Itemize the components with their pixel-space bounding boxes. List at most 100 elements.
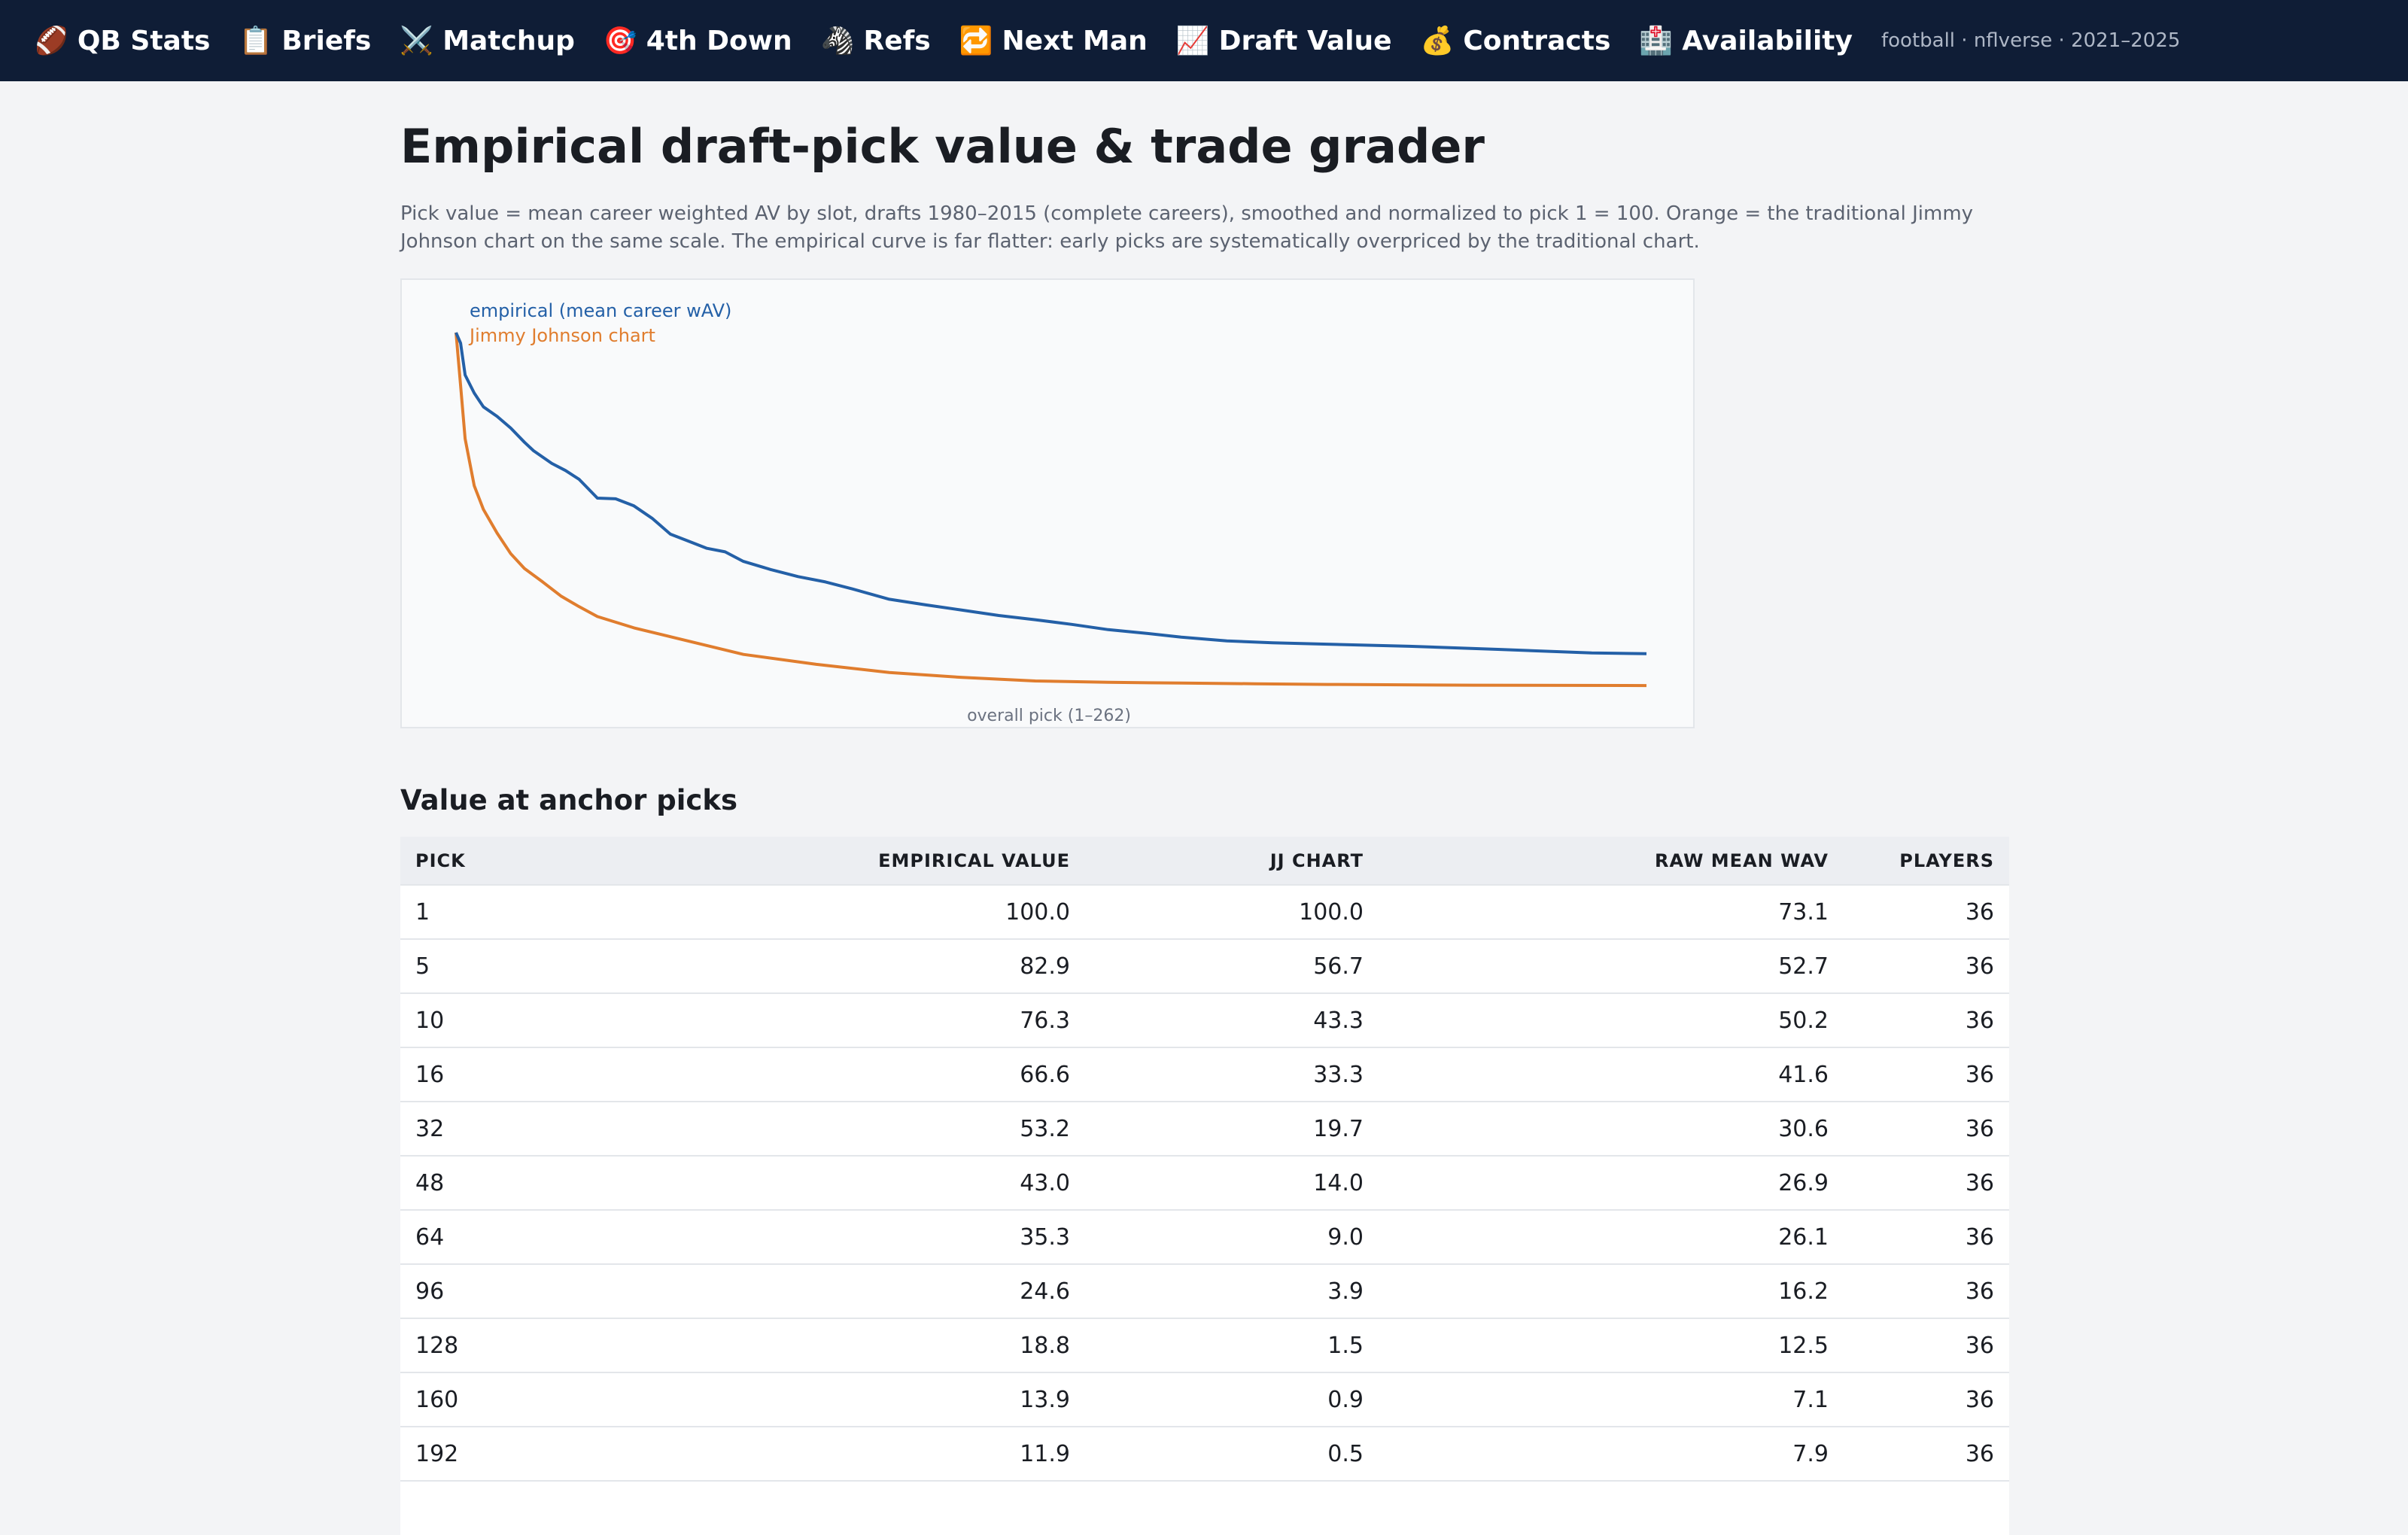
- nav-contracts[interactable]: 💰 Contracts: [1421, 25, 1611, 57]
- cell-jj-chart: 1.5: [1327, 1332, 1364, 1359]
- nav-4th-down[interactable]: 🎯 4th Down: [603, 25, 792, 57]
- nav-label: Briefs: [281, 25, 372, 56]
- cell-jj-chart: 19.7: [1313, 1115, 1364, 1142]
- col-empirical-value[interactable]: EMPIRICAL VALUE: [878, 850, 1070, 871]
- cell-jj-chart: [1085, 1481, 1379, 1535]
- cell-jj-chart: 56.7: [1313, 953, 1364, 980]
- page-description: Pick value = mean career weighted AV by …: [400, 202, 1974, 253]
- col-jj-chart[interactable]: JJ CHART: [1269, 850, 1364, 871]
- cell-players: 36: [1965, 1061, 1994, 1088]
- cell-raw-mean-wav: 26.1: [1778, 1223, 1829, 1251]
- anchor-heading: Value at anchor picks: [400, 784, 737, 816]
- nav-availability[interactable]: 🏥 Availability: [1639, 25, 1853, 57]
- cell-pick: 48: [415, 1169, 445, 1196]
- repeat-icon: 🔁: [959, 26, 993, 56]
- hospital-icon: 🏥: [1639, 26, 1674, 56]
- cell-raw-mean-wav: 50.2: [1778, 1007, 1829, 1034]
- table-row: 5 82.9 56.7 52.7 36: [400, 939, 2009, 993]
- anchor-table: PICK EMPIRICAL VALUE JJ CHART RAW MEAN W…: [400, 837, 2009, 1535]
- nav-next-man[interactable]: 🔁 Next Man: [959, 25, 1148, 57]
- cell-raw-mean-wav: 73.1: [1778, 898, 1829, 926]
- nav-label: 4th Down: [646, 25, 792, 56]
- cell-players: 36: [1965, 1007, 1994, 1034]
- cell-jj-chart: 100.0: [1299, 898, 1364, 926]
- cell-empirical-value: 11.9: [1020, 1440, 1070, 1467]
- table-row: 32 53.2 19.7 30.6 36: [400, 1102, 2009, 1156]
- cell-players: [1844, 1481, 2009, 1535]
- nav-briefs[interactable]: 📋 Briefs: [239, 25, 372, 57]
- cell-raw-mean-wav: 12.5: [1778, 1332, 1829, 1359]
- cell-empirical-value: 24.6: [1020, 1278, 1070, 1305]
- cell-raw-mean-wav: 7.1: [1792, 1386, 1829, 1413]
- legend-empirical: empirical (mean career wAV): [470, 300, 731, 321]
- cell-pick: 160: [415, 1386, 459, 1413]
- cell-players: 36: [1965, 1278, 1994, 1305]
- cell-pick: 192: [415, 1440, 459, 1467]
- cell-empirical-value: 76.3: [1020, 1007, 1070, 1034]
- table-row: 192 11.9 0.5 7.9 36: [400, 1427, 2009, 1481]
- table-row: 10 76.3 43.3 50.2 36: [400, 993, 2009, 1047]
- series-line-jimmy-johnson: [455, 332, 1647, 688]
- nav-label: Availability: [1682, 25, 1853, 56]
- cell-jj-chart: 14.0: [1313, 1169, 1364, 1196]
- table-row: 48 43.0 14.0 26.9 36: [400, 1156, 2009, 1210]
- cell-players: 36: [1965, 898, 1994, 926]
- table-header-row: PICK EMPIRICAL VALUE JJ CHART RAW MEAN W…: [400, 837, 2009, 885]
- table-row: 128 18.8 1.5 12.5 36: [400, 1318, 2009, 1372]
- cell-players: 36: [1965, 953, 1994, 980]
- top-nav: 🏈 QB Stats 📋 Briefs ⚔️ Matchup 🎯 4th Down 🦓 R…: [0, 0, 2408, 81]
- cell-empirical-value: 82.9: [1020, 953, 1070, 980]
- table-row: 96 24.6 3.9 16.2 36: [400, 1264, 2009, 1318]
- cell-jj-chart: 9.0: [1327, 1223, 1364, 1251]
- zebra-icon: 🦓: [820, 26, 855, 56]
- nav-refs[interactable]: 🦓 Refs: [820, 25, 931, 57]
- nav-subtitle: football · nflverse · 2021–2025: [1880, 29, 2181, 52]
- cell-pick: 10: [415, 1007, 445, 1034]
- table-row: 1 100.0 100.0 73.1 36: [400, 885, 2009, 939]
- target-icon: 🎯: [603, 26, 637, 56]
- cell-empirical-value: 18.8: [1020, 1332, 1070, 1359]
- cell-pick: 16: [415, 1061, 445, 1088]
- nav-matchup[interactable]: ⚔️ Matchup: [400, 25, 575, 57]
- cell-players: 36: [1965, 1223, 1994, 1251]
- cell-jj-chart: 0.5: [1327, 1440, 1364, 1467]
- cell-players: 36: [1965, 1169, 1994, 1196]
- nav-label: Contracts: [1463, 25, 1611, 56]
- table-row: 160 13.9 0.9 7.1 36: [400, 1372, 2009, 1427]
- cell-players: 36: [1965, 1440, 1994, 1467]
- nav-qb-stats[interactable]: 🏈 QB Stats: [35, 25, 210, 57]
- chart-up-icon: 📈: [1175, 26, 1210, 56]
- x-axis-label: overall pick (1–262): [967, 707, 1131, 725]
- cell-raw-mean-wav: 26.9: [1778, 1169, 1829, 1196]
- nav-label: Draft Value: [1218, 25, 1392, 56]
- cell-pick: 96: [415, 1278, 445, 1305]
- table-row: [400, 1481, 2009, 1535]
- nav-label: Refs: [863, 25, 931, 56]
- cell-empirical-value: 100.0: [1005, 898, 1070, 926]
- cell-jj-chart: 3.9: [1327, 1278, 1364, 1305]
- series-line-empirical: [455, 332, 1647, 655]
- page-title: Empirical draft-pick value & trade grade…: [400, 119, 1485, 174]
- cell-jj-chart: 0.9: [1327, 1386, 1364, 1413]
- cell-pick: 64: [415, 1223, 445, 1251]
- nav-draft-value[interactable]: 📈 Draft Value: [1175, 25, 1392, 57]
- cell-empirical-value: 13.9: [1020, 1386, 1070, 1413]
- col-players[interactable]: PLAYERS: [1899, 850, 1994, 871]
- chart-canvas: empirical (mean career wAV) Jimmy Johnso…: [455, 300, 1647, 725]
- cell-raw-mean-wav: 30.6: [1778, 1115, 1829, 1142]
- table-row: 16 66.6 33.3 41.6 36: [400, 1047, 2009, 1102]
- draft-value-chart: empirical (mean career wAV) Jimmy Johnso…: [400, 278, 1695, 728]
- nav-label: Next Man: [1002, 25, 1148, 56]
- cell-jj-chart: 33.3: [1313, 1061, 1364, 1088]
- col-pick[interactable]: PICK: [415, 850, 466, 871]
- cell-players: 36: [1965, 1115, 1994, 1142]
- cell-empirical-value: 43.0: [1020, 1169, 1070, 1196]
- cell-players: 36: [1965, 1332, 1994, 1359]
- cell-players: 36: [1965, 1386, 1994, 1413]
- nav-label: Matchup: [442, 25, 575, 56]
- table-row: 64 35.3 9.0 26.1 36: [400, 1210, 2009, 1264]
- cell-empirical-value: 35.3: [1020, 1223, 1070, 1251]
- cell-raw-mean-wav: [1379, 1481, 1844, 1535]
- col-raw-mean-wav[interactable]: RAW MEAN WAV: [1654, 850, 1829, 871]
- cell-empirical-value: 66.6: [1020, 1061, 1070, 1088]
